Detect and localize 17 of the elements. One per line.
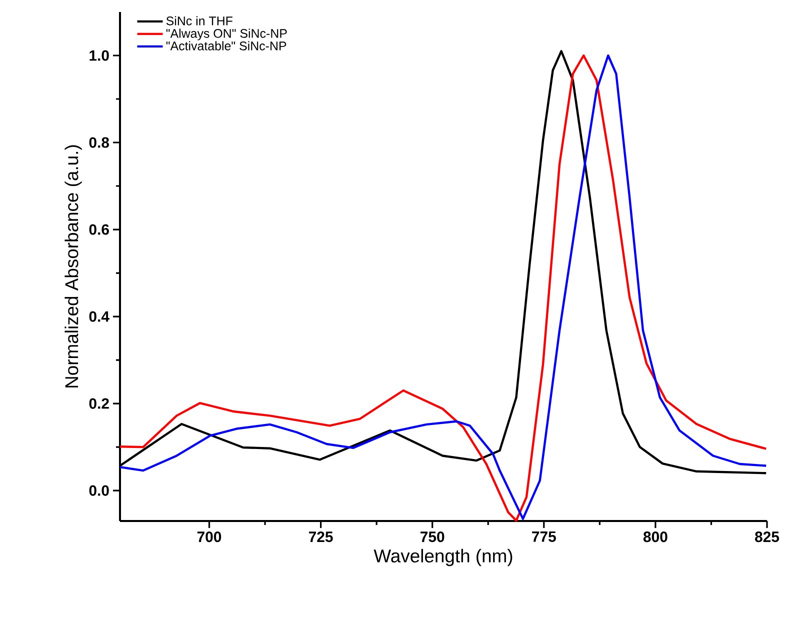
x-tick-label: 800: [643, 532, 668, 542]
x-axis-title: Wavelength (nm): [374, 548, 512, 566]
y-tick-label: 0.4: [89, 311, 110, 322]
y-tick-label: 0.2: [89, 398, 109, 409]
y-tick-label: 0.0: [89, 485, 109, 496]
x-tick-label: 775: [532, 532, 556, 542]
x-tick-label: 825: [755, 532, 780, 542]
y-axis-title: Normalized Absorbance (a.u.): [64, 145, 82, 388]
legend-label: SiNc in THF: [166, 16, 232, 26]
y-tick-label: 0.6: [89, 224, 109, 235]
y-tick-label: 1.0: [90, 50, 109, 61]
x-tick-label: 700: [197, 532, 222, 542]
x-tick-label: 750: [420, 532, 444, 542]
legend-label: "Always ON" SiNc-NP: [166, 28, 287, 40]
x-tick-label: 725: [308, 532, 333, 542]
y-tick-label: 0.8: [89, 137, 110, 148]
legend-label: "Activatable" SiNc-NP: [166, 41, 286, 50]
